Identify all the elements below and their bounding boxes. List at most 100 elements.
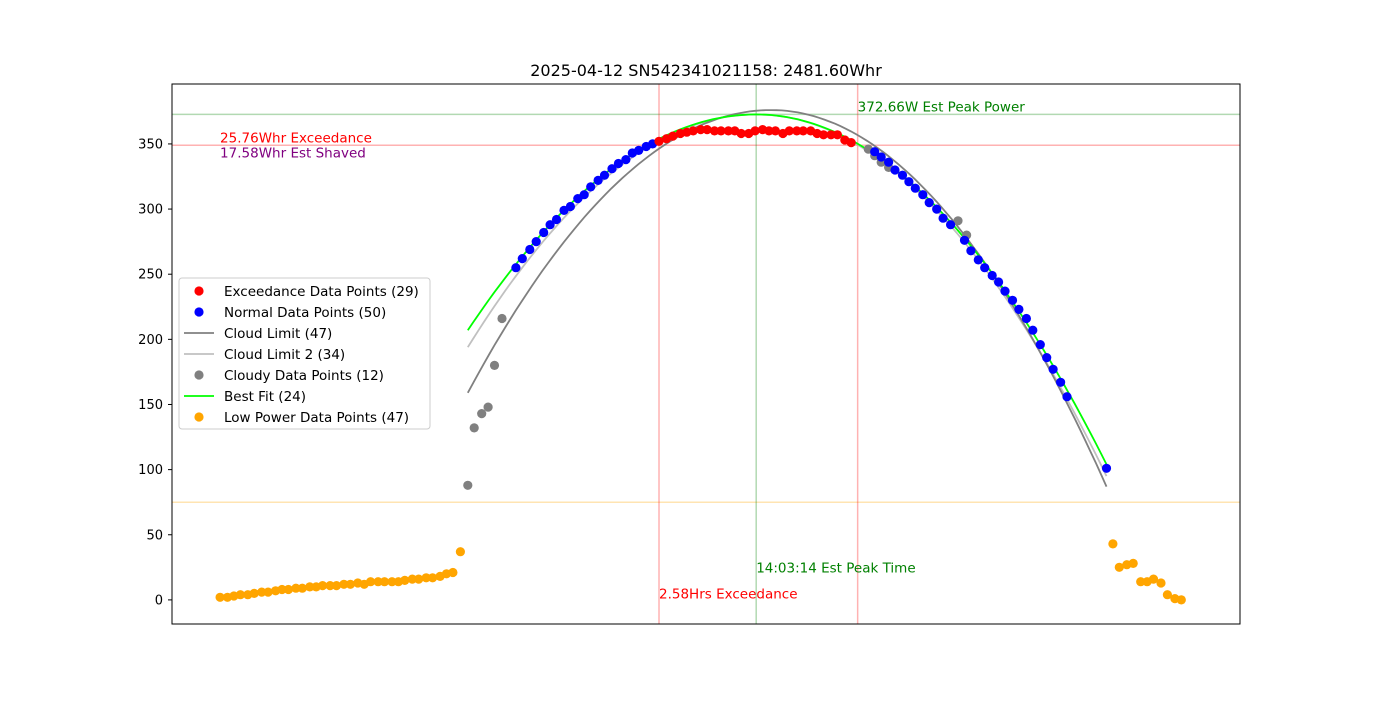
annotation-peak-power: 372.66W Est Peak Power xyxy=(858,99,1026,115)
point-s0-40 xyxy=(1136,577,1146,587)
point-s2-49 xyxy=(1101,463,1112,473)
legend-label-6: Low Power Data Points (47) xyxy=(224,410,409,426)
point-s3-0 xyxy=(654,136,664,146)
point-s0-30 xyxy=(421,573,431,583)
point-s0-16 xyxy=(325,581,335,591)
point-s0-12 xyxy=(297,583,307,593)
point-s3-14 xyxy=(750,126,760,136)
point-s3-12 xyxy=(736,128,746,139)
point-s0-29 xyxy=(414,574,424,584)
point-s2-37 xyxy=(987,270,997,281)
point-s0-31 xyxy=(428,573,438,583)
point-s2-31 xyxy=(938,213,948,223)
point-s2-27 xyxy=(910,183,920,193)
point-s2-3 xyxy=(531,237,541,247)
point-s1-4 xyxy=(489,360,500,370)
point-s1-0 xyxy=(463,480,473,490)
point-s2-22 xyxy=(876,152,886,162)
point-s2-38 xyxy=(994,277,1004,287)
point-s2-11 xyxy=(586,182,596,192)
legend-label-4: Cloudy Data Points (12) xyxy=(224,368,384,384)
legend-label-3: Cloud Limit 2 (34) xyxy=(224,347,345,363)
point-s0-5 xyxy=(249,588,259,599)
point-s3-26 xyxy=(832,130,843,140)
point-s2-15 xyxy=(613,158,624,169)
point-s0-35 xyxy=(455,547,465,557)
point-s3-9 xyxy=(716,126,726,136)
point-s0-9 xyxy=(277,584,287,595)
y-tick-label-3: 150 xyxy=(138,398,163,413)
point-s1-2 xyxy=(477,409,487,419)
point-s2-13 xyxy=(599,170,610,180)
axes: 0 50 100 150 200 250 300 350 xyxy=(138,83,1241,625)
point-s0-36 xyxy=(1108,539,1118,549)
point-s2-4 xyxy=(539,227,549,238)
point-s2-0 xyxy=(511,263,521,273)
annotation-shaved-whr: 17.58Whr Est Shaved xyxy=(220,146,366,162)
point-s0-39 xyxy=(1128,558,1138,569)
point-s0-13 xyxy=(305,582,315,592)
point-s2-39 xyxy=(1000,286,1010,296)
point-s2-21 xyxy=(870,147,880,157)
point-s2-6 xyxy=(551,214,562,225)
reference-lines xyxy=(172,84,1240,624)
legend-label-0: Exceedance Data Points (29) xyxy=(224,284,419,300)
point-s2-26 xyxy=(904,177,914,187)
legend-marker-1 xyxy=(194,307,204,317)
legend-label-2: Cloud Limit (47) xyxy=(224,326,332,342)
point-s2-47 xyxy=(1056,377,1066,387)
point-s2-1 xyxy=(517,254,527,264)
annotation-exceedance-whr: 25.76Whr Exceedance xyxy=(220,131,372,147)
point-s2-25 xyxy=(897,170,908,180)
point-s3-28 xyxy=(846,138,856,148)
point-s3-19 xyxy=(784,126,794,136)
point-s3-5 xyxy=(688,126,698,136)
point-s3-6 xyxy=(696,125,706,135)
point-s0-3 xyxy=(235,590,245,600)
point-s0-22 xyxy=(366,577,376,587)
point-s2-48 xyxy=(1062,392,1072,402)
point-s0-34 xyxy=(448,567,458,578)
legend-marker-4 xyxy=(194,370,204,380)
legend-label-1: Normal Data Points (50) xyxy=(224,305,386,321)
point-s0-37 xyxy=(1114,562,1124,572)
point-s2-36 xyxy=(980,263,990,273)
point-s2-34 xyxy=(966,246,976,256)
point-s3-2 xyxy=(668,131,678,141)
point-s2-18 xyxy=(634,145,644,155)
point-s0-27 xyxy=(400,575,410,586)
point-s3-7 xyxy=(702,125,712,135)
point-s0-19 xyxy=(345,579,355,589)
point-s0-18 xyxy=(339,579,349,589)
y-tick-label-6: 300 xyxy=(138,203,163,218)
point-s2-2 xyxy=(525,244,535,255)
point-s0-44 xyxy=(1162,590,1172,600)
plot-frame xyxy=(171,83,1241,625)
point-s2-30 xyxy=(932,204,942,214)
point-s3-21 xyxy=(798,126,808,136)
point-s0-0 xyxy=(215,592,225,602)
legend: Exceedance Data Points (29) Normal Data P… xyxy=(178,277,431,430)
point-s2-44 xyxy=(1035,340,1045,350)
point-s1-3 xyxy=(483,402,493,412)
point-s2-10 xyxy=(579,190,589,200)
point-s3-16 xyxy=(764,126,774,136)
point-s2-29 xyxy=(924,198,934,208)
point-s0-6 xyxy=(257,587,267,597)
point-s2-5 xyxy=(545,220,555,230)
point-s2-28 xyxy=(918,190,928,200)
point-s1-1 xyxy=(469,423,479,433)
point-s2-43 xyxy=(1028,325,1038,335)
point-s2-41 xyxy=(1014,304,1024,314)
point-s0-15 xyxy=(318,581,328,591)
point-s0-43 xyxy=(1156,578,1166,588)
point-s2-40 xyxy=(1007,295,1018,305)
point-s0-17 xyxy=(331,581,342,591)
point-s3-10 xyxy=(723,126,734,136)
point-s0-10 xyxy=(283,584,293,595)
point-s3-8 xyxy=(709,126,720,136)
legend-box xyxy=(178,277,431,430)
point-s2-16 xyxy=(621,155,631,165)
